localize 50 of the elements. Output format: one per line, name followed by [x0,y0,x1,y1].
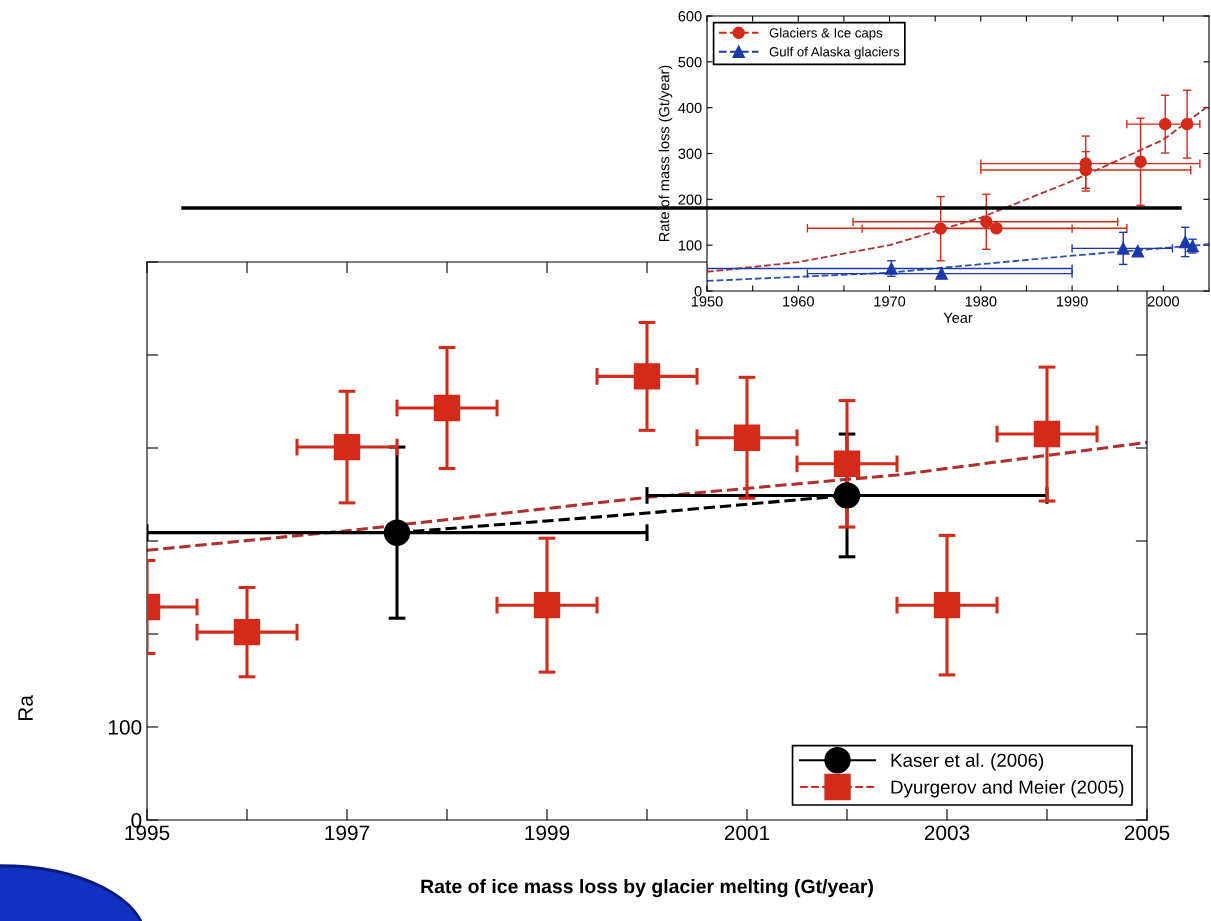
x-tick-label: 1999 [525,825,570,841]
point [833,482,861,509]
y-tick-label: 400 [678,102,702,114]
legend-label: Kaser et al. (2006) [891,753,1044,771]
line-series [707,243,1209,282]
x-tick-label: 1980 [965,296,997,307]
legend-label: Dyurgerov and Meier (2005) [891,780,1124,798]
point [833,450,861,478]
line-series [147,440,1147,552]
y-tick-label: 100 [108,720,142,735]
point [533,591,561,619]
point [935,267,948,280]
y-tick-label: 0 [694,286,702,297]
x-tick-label: 1950 [691,296,723,307]
x-tick-label: 1997 [325,825,370,841]
y-axis-title: Rate of mass loss (Gt/year) [658,65,673,242]
x-tick-label: 1960 [783,296,814,307]
point [934,222,947,235]
point [1116,242,1130,255]
point [1131,244,1145,258]
point [990,221,1003,235]
point [383,519,411,546]
point [1179,235,1192,249]
x-tick-label: 2005 [1124,825,1170,841]
x-tick-label: 2001 [724,825,770,841]
x-axis-title: Year [943,312,973,323]
point [233,618,261,646]
x-tick-label: 2000 [1147,296,1180,307]
x-axis-title: Rate of ice mass loss by glacier melting (Gt/year) [421,879,873,898]
point [1158,117,1172,131]
point [633,363,661,390]
point [1033,420,1061,448]
y-tick-label: 500 [678,56,702,68]
point [933,591,961,619]
point [1180,117,1194,131]
x-tick-label: 1990 [1056,296,1088,307]
x-tick-label: 2003 [924,825,970,841]
point [433,394,461,422]
point [333,433,361,461]
y-tick-label: 100 [678,240,702,251]
point [733,424,761,451]
x-tick-label: 1970 [874,296,906,307]
point [1134,155,1147,169]
y-tick-label: 600 [678,11,702,22]
y-axis-title: Ra [18,695,33,721]
point [980,215,993,229]
legend-label: Gulf of Alaska glaciers [769,46,900,60]
legend-label: Glaciers & Ice caps [769,27,883,41]
y-tick-label: 300 [678,148,702,159]
y-tick-label: 200 [678,194,702,205]
